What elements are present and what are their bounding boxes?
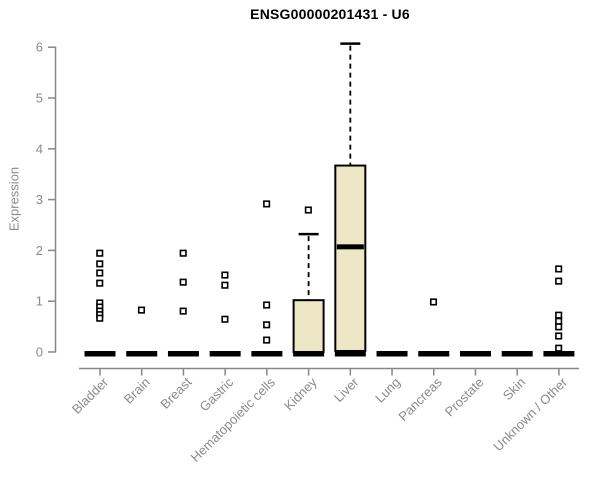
outlier-point	[555, 311, 563, 319]
x-category-label: Kidney	[281, 374, 320, 413]
zero-bar	[501, 351, 533, 357]
outlier-point	[221, 281, 229, 289]
outlier-point	[179, 249, 187, 257]
outlier-point	[179, 307, 187, 315]
x-category-label: Breast	[157, 374, 194, 411]
outlier-point	[263, 336, 271, 344]
zero-bar	[459, 351, 491, 357]
zero-bar	[251, 351, 283, 357]
outlier-point	[221, 271, 229, 279]
outlier-point	[96, 314, 104, 322]
y-tick-label: 0	[36, 345, 43, 360]
outlier-point	[96, 260, 104, 268]
x-category-label: Pancreas	[395, 374, 445, 424]
y-tick-label: 3	[36, 192, 43, 207]
y-tick-label: 2	[36, 243, 43, 258]
outlier-point	[263, 321, 271, 329]
zero-bar	[376, 351, 408, 357]
box	[292, 299, 325, 353]
y-tick-label: 4	[36, 141, 43, 156]
x-category-label: Brain	[121, 375, 153, 407]
y-tick-label: 1	[36, 294, 43, 309]
outlier-point	[555, 323, 563, 331]
outlier-point	[137, 306, 146, 314]
x-category-label: Skin	[500, 375, 528, 403]
zero-bar	[418, 351, 450, 357]
outlier-point	[304, 206, 312, 214]
zero-bar	[209, 351, 241, 357]
outlier-point	[555, 277, 563, 285]
outlier-point	[429, 298, 438, 306]
x-category-label: Prostate	[442, 375, 487, 420]
median-line	[336, 244, 364, 250]
outlier-point	[555, 265, 563, 273]
outlier-point	[96, 269, 104, 277]
outlier-point	[555, 317, 563, 325]
outlier-point	[96, 249, 104, 257]
zero-bar	[126, 351, 158, 357]
outlier-point	[96, 279, 104, 287]
zero-bar	[543, 351, 575, 357]
zero-bar	[84, 351, 116, 357]
chart-title: ENSG00000201431 - U6	[250, 6, 410, 22]
outlier-point	[263, 301, 271, 309]
y-tick-label: 5	[36, 91, 43, 106]
x-category-label: Liver	[331, 374, 362, 405]
outlier-point	[179, 278, 187, 286]
outlier-point	[555, 344, 563, 352]
outlier-point	[221, 315, 229, 323]
zero-bar	[334, 351, 366, 357]
x-category-label: Lung	[372, 375, 403, 406]
outlier-point	[555, 332, 563, 340]
box	[334, 164, 367, 352]
zero-bar	[167, 351, 199, 357]
zero-bar	[293, 351, 325, 357]
x-category-label: Bladder	[69, 374, 112, 417]
outlier-point	[263, 200, 271, 208]
x-category-label: Gastric	[197, 374, 237, 414]
x-category-label: Unknown / Other	[490, 374, 570, 454]
y-tick-label: 6	[36, 40, 43, 55]
